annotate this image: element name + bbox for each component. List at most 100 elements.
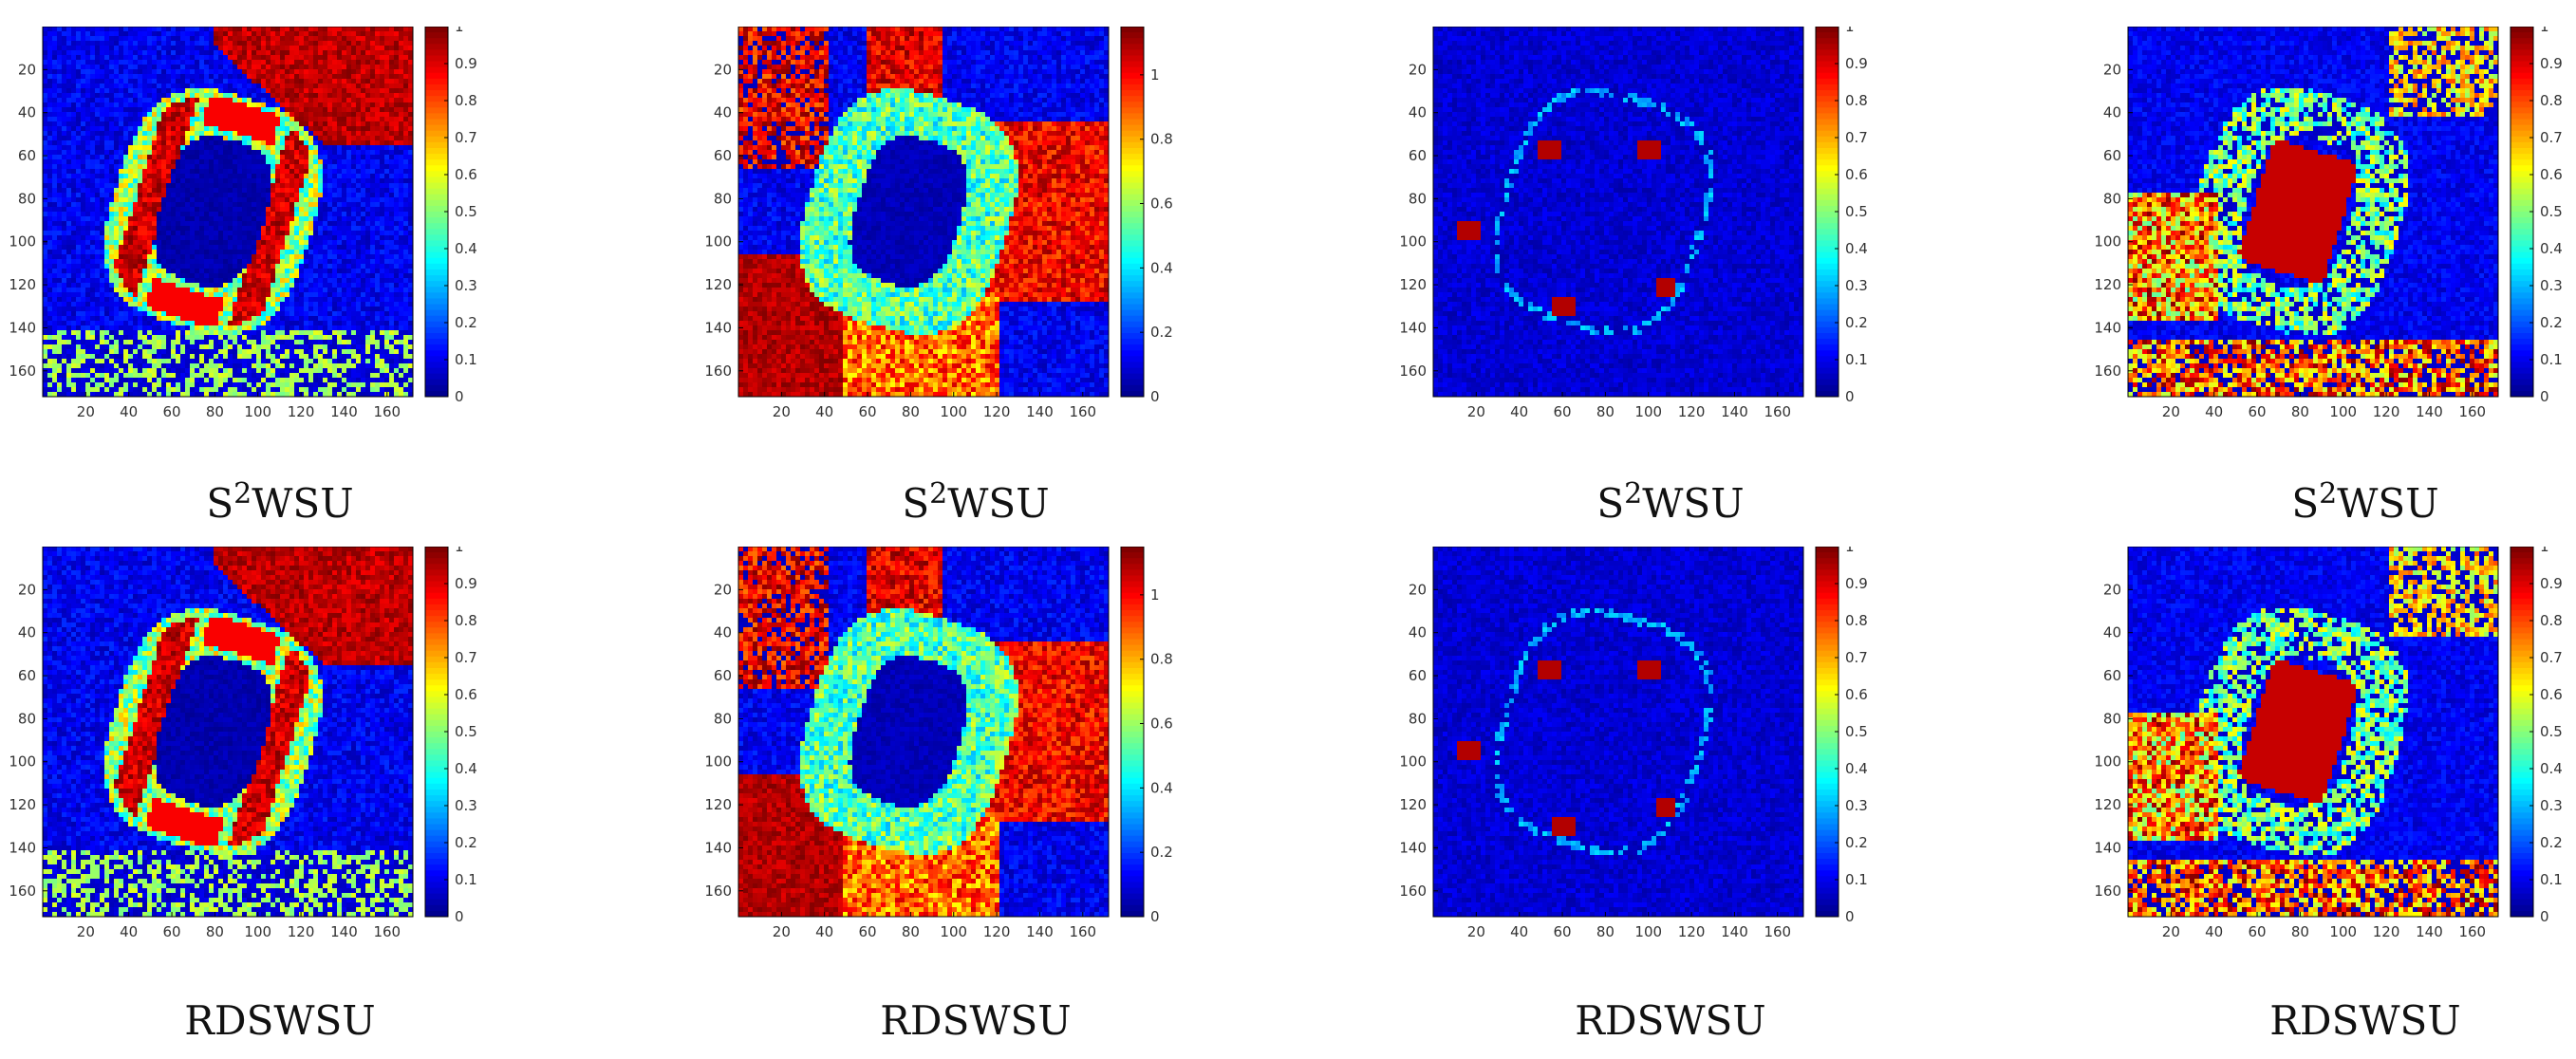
x-tick-label: 60 [2248, 403, 2266, 420]
colorbar-swatch [2511, 715, 2533, 721]
colorbar-swatch [1121, 859, 1144, 865]
colorbar-swatch [1816, 882, 1839, 888]
colorbar-swatch [425, 737, 448, 744]
colorbar-swatch [2511, 882, 2533, 888]
y-tick-label: 100 [2094, 233, 2121, 251]
colorbar-swatch [1121, 674, 1144, 680]
caption-base: S [902, 480, 929, 527]
x-tick-label: 80 [206, 403, 224, 420]
colorbar-swatch [1816, 870, 1839, 877]
colorbar-swatch [1121, 679, 1144, 686]
colorbar-swatch [1816, 79, 1839, 85]
y-tick-label: 100 [704, 233, 732, 251]
colorbar-swatch [425, 853, 448, 860]
colorbar: 00.10.20.30.40.50.60.70.80.91 [1816, 547, 1868, 925]
colorbar-swatch [1121, 703, 1144, 710]
x-tick-label: 140 [1721, 403, 1748, 420]
y-tick-label: 100 [1399, 233, 1427, 251]
colorbar-swatch [2511, 229, 2533, 235]
colorbar-swatch [425, 38, 448, 45]
colorbar-swatch [2511, 27, 2533, 33]
colorbar-swatch [2511, 96, 2533, 102]
colorbar-swatch [1816, 737, 1839, 744]
colorbar-swatch [1121, 38, 1144, 45]
colorbar-swatch [2511, 305, 2533, 311]
colorbar-swatch [425, 96, 448, 102]
y-tick-label: 80 [2103, 710, 2121, 727]
colorbar-swatch [2511, 148, 2533, 155]
colorbar-swatch [425, 772, 448, 779]
colorbar-swatch [425, 622, 448, 628]
colorbar-swatch [425, 616, 448, 622]
y-tick-label: 160 [9, 882, 36, 900]
colorbar-swatch [2511, 836, 2533, 843]
colorbar-swatch [425, 575, 448, 582]
colorbar-swatch [425, 183, 448, 190]
colorbar-swatch [2511, 183, 2533, 190]
x-tick-label: 120 [2373, 923, 2400, 940]
colorbar-swatch [425, 552, 448, 559]
x-tick-label: 100 [940, 923, 967, 940]
colorbar-swatch [1816, 223, 1839, 230]
y-tick-label: 40 [18, 624, 36, 641]
colorbar-swatch [2511, 217, 2533, 224]
colorbar-swatch [425, 610, 448, 617]
y-tick-label: 20 [1409, 581, 1427, 598]
colorbar-swatch [1121, 67, 1144, 74]
colorbar-swatch [1121, 62, 1144, 68]
colorbar-tick-label: 0.1 [1845, 351, 1868, 368]
colorbar-swatch [425, 195, 448, 201]
colorbar-swatch [1816, 622, 1839, 628]
colorbar-tick-label: 0.8 [2540, 92, 2563, 109]
colorbar-swatch [1816, 368, 1839, 375]
colorbar-swatch [1816, 715, 1839, 721]
colorbar-swatch [2511, 333, 2533, 340]
colorbar-tick-label: 0.4 [2540, 760, 2563, 777]
colorbar-swatch [1121, 749, 1144, 755]
colorbar-swatch [2511, 679, 2533, 686]
colorbar-swatch [1121, 610, 1144, 617]
colorbar-swatch [425, 327, 448, 334]
x-tick-label: 40 [2205, 923, 2223, 940]
colorbar-swatch [425, 564, 448, 570]
colorbar-tick-label: 0.1 [455, 351, 477, 368]
y-tick-label: 100 [9, 233, 36, 251]
colorbar-swatch [1816, 183, 1839, 190]
colorbar-swatch [2511, 252, 2533, 259]
colorbar-swatch [1121, 142, 1144, 149]
colorbar-swatch [1121, 894, 1144, 901]
colorbar-swatch [425, 818, 448, 825]
colorbar-swatch [425, 212, 448, 218]
colorbar-swatch [2511, 818, 2533, 825]
colorbar-swatch [1121, 558, 1144, 565]
colorbar-swatch [2511, 176, 2533, 183]
colorbar-swatch [2511, 853, 2533, 860]
colorbar-swatch [1121, 876, 1144, 882]
colorbar-swatch [1121, 240, 1144, 247]
colorbar: 00.10.20.30.40.50.60.70.80.91 [425, 547, 477, 925]
colorbar-tick-label: 0.8 [1845, 612, 1868, 629]
colorbar-swatch [1816, 62, 1839, 68]
y-tick-label: 120 [1399, 796, 1427, 813]
colorbar-swatch [1816, 679, 1839, 686]
colorbar-swatch [1121, 622, 1144, 628]
x-tick-label: 60 [1553, 403, 1571, 420]
colorbar-swatch [2511, 298, 2533, 305]
y-tick-label: 60 [18, 667, 36, 684]
x-tick-label: 100 [1634, 923, 1662, 940]
colorbar-swatch [1121, 905, 1144, 912]
colorbar-swatch [2511, 645, 2533, 652]
colorbar-swatch [425, 795, 448, 802]
colorbar-swatch [1121, 778, 1144, 785]
y-tick-label: 80 [18, 190, 36, 207]
colorbar-swatch [2511, 374, 2533, 381]
colorbar-swatch [1816, 569, 1839, 576]
x-tick-label: 160 [1069, 923, 1096, 940]
x-tick-label: 140 [330, 923, 358, 940]
colorbar-swatch [1121, 651, 1144, 658]
colorbar-swatch [1816, 853, 1839, 860]
colorbar-swatch [425, 333, 448, 340]
caption-rest: WSU [2337, 480, 2438, 527]
